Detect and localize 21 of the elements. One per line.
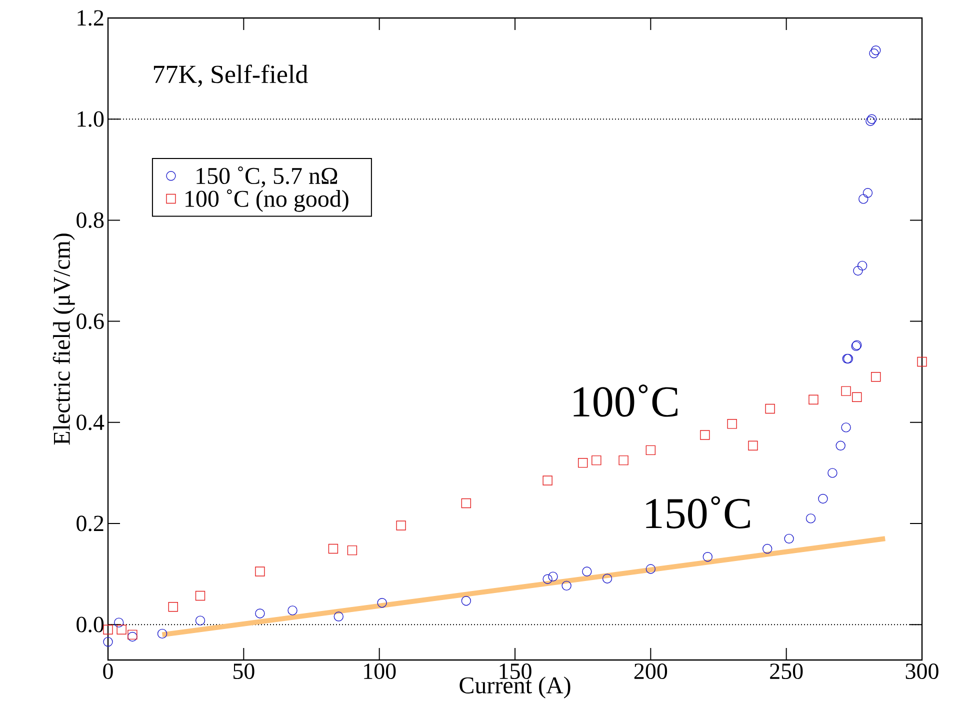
x-tick-label: 0 [103,664,113,680]
annotation: 150˚C [646,496,750,528]
annotation: 100˚C [574,384,678,417]
x-tick-label: 50 [234,664,254,680]
y-tick-label: 1.0 [78,111,104,127]
x-tick-label: 250 [770,664,803,680]
x-tick-label: 100 [364,664,396,680]
y-tick-label: 0.6 [76,313,104,330]
legend-label: 150 ˚C, 5.7 nΩ [196,166,338,188]
x-tick-label: 300 [906,664,938,680]
y-tick-label: 0.8 [76,212,104,228]
x-tick-label: 150 [500,664,532,680]
y-tick-label: 1.2 [78,10,104,26]
x-tick-label: 200 [634,664,668,680]
annotation: 77K, Self-field [154,64,308,87]
y-tick-label: 0.4 [76,414,104,430]
y-tick-label: 0.0 [76,616,104,632]
legend-label: 100 ˚C (no good) [186,189,348,212]
y-tick-label: 0.2 [76,516,104,532]
y-axis-title: Electric field (μV/cm) [52,234,75,445]
x-axis-title: Current (A) [460,676,570,698]
